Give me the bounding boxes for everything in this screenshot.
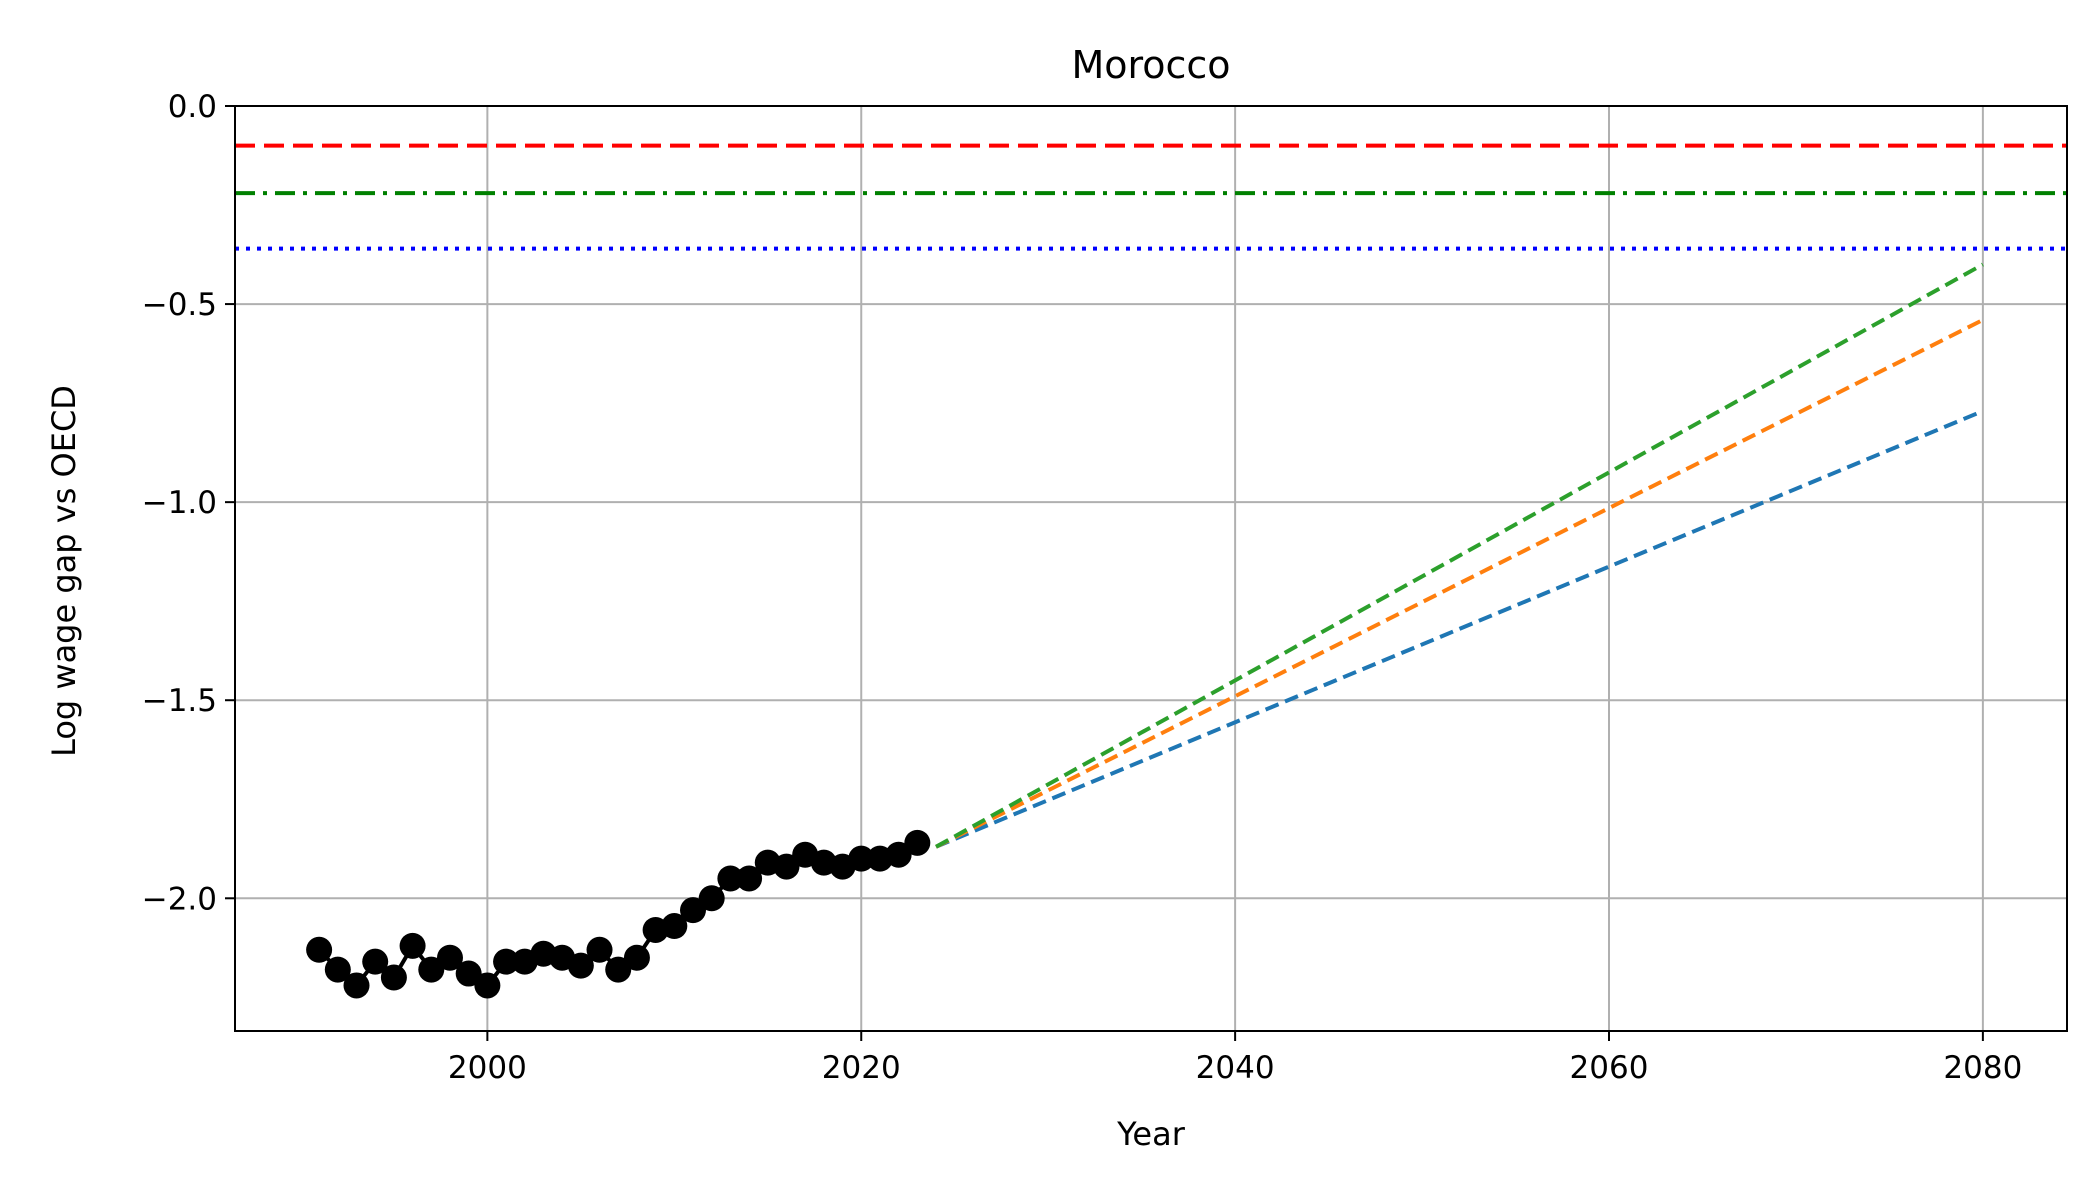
- historical-point: [474, 972, 501, 999]
- historical-point: [380, 964, 407, 991]
- historical-point: [773, 853, 800, 880]
- historical-point: [661, 913, 688, 940]
- historical-point: [362, 948, 389, 975]
- axis-ticks: 2000 2020 2040 2060 2080 0.0 −0.5 −1.0 −1.5 −2.0: [142, 89, 2023, 1086]
- historical-point: [586, 936, 613, 963]
- x-tick-label: 2000: [448, 1050, 527, 1086]
- y-tick-label: −2.0: [142, 881, 217, 917]
- y-tick-label: −1.5: [142, 683, 217, 719]
- reference-lines: [235, 143, 2067, 251]
- projection-line: [935, 262, 1984, 849]
- x-tick-label: 2080: [1943, 1050, 2022, 1086]
- historical-point: [418, 956, 445, 983]
- historical-point: [698, 885, 725, 912]
- historical-point: [848, 845, 875, 872]
- historical-point: [306, 936, 333, 963]
- historical-point: [399, 932, 426, 959]
- historical-point: [493, 948, 520, 975]
- x-tick-label: 2020: [822, 1050, 901, 1086]
- historical-point: [324, 956, 351, 983]
- historical-point: [623, 944, 650, 971]
- chart-title: Morocco: [1071, 43, 1230, 87]
- x-tick-label: 2060: [1570, 1050, 1649, 1086]
- projection-line: [935, 318, 1984, 849]
- historical-point: [736, 865, 763, 892]
- y-tick-label: −0.5: [142, 287, 217, 323]
- projection-lines: [935, 262, 1984, 849]
- historical-point: [567, 952, 594, 979]
- historical-point: [904, 829, 931, 856]
- historical-point: [605, 956, 632, 983]
- historical-series: [306, 829, 931, 999]
- y-axis-label: Log wage gap vs OECD: [45, 385, 83, 757]
- historical-point: [343, 972, 370, 999]
- historical-point: [885, 841, 912, 868]
- x-tick-label: 2040: [1196, 1050, 1275, 1086]
- y-tick-label: 0.0: [168, 89, 217, 125]
- y-tick-label: −1.0: [142, 485, 217, 521]
- historical-point: [455, 960, 482, 987]
- historical-point: [717, 865, 744, 892]
- plot-frame: [234, 105, 2068, 1032]
- historical-point: [436, 944, 463, 971]
- historical-point: [680, 897, 706, 924]
- x-axis-label: Year: [1116, 1115, 1186, 1153]
